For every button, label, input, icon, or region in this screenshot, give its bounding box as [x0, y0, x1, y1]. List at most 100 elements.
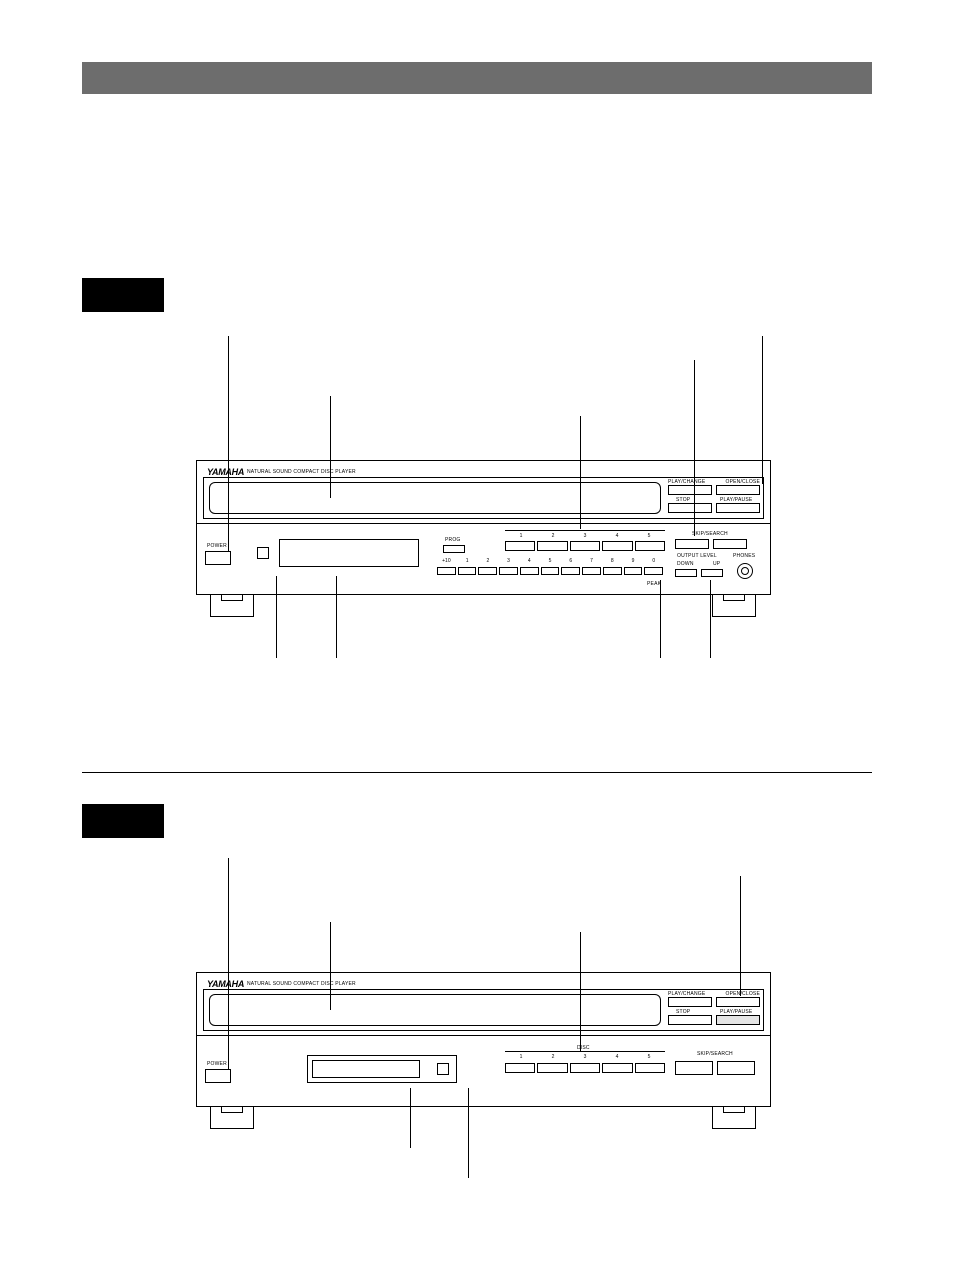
down-label: DOWN: [677, 561, 694, 567]
num-key-label: 2: [478, 558, 497, 564]
cd-player-b: YAMAHA NATURAL SOUND COMPACT DISC PLAYER…: [196, 972, 771, 1107]
playpause-button[interactable]: [716, 1015, 760, 1025]
num-key-label: +10: [437, 558, 456, 564]
disc-button-4[interactable]: [602, 1063, 632, 1073]
brand-logo: YAMAHA: [207, 979, 244, 989]
disc-button-4[interactable]: [602, 541, 632, 551]
disc-button-2[interactable]: [537, 1063, 567, 1073]
remote-sensor: [437, 1063, 449, 1075]
up-label: UP: [713, 561, 720, 567]
callout-line: [330, 922, 331, 1010]
power-label: POWER: [207, 543, 227, 549]
skip-prev-button[interactable]: [675, 539, 709, 549]
num-key-label: 4: [520, 558, 539, 564]
display-panel: [279, 539, 419, 567]
disc-button-1[interactable]: [505, 1063, 535, 1073]
num-key-label: 9: [624, 558, 643, 564]
disc-selector-b: 12345: [505, 1051, 665, 1085]
callout-line: [468, 1088, 469, 1178]
callout-line: [762, 336, 763, 484]
level-down-button[interactable]: [675, 569, 697, 577]
disc-number: 4: [601, 533, 633, 541]
skipsearch-label-b: SKIP/SEARCH: [697, 1051, 733, 1057]
callout-line: [330, 396, 331, 498]
disc-number: 1: [505, 1054, 537, 1062]
disc-tray: [209, 994, 661, 1026]
callout-line: [410, 1088, 411, 1148]
disc-button-3[interactable]: [570, 541, 600, 551]
playchange-button[interactable]: [668, 997, 712, 1007]
playchange-button[interactable]: [668, 485, 712, 495]
num-key-6[interactable]: 6: [561, 565, 580, 581]
power-button[interactable]: [205, 1069, 231, 1083]
brand-logo: YAMAHA: [207, 467, 244, 477]
num-key-1[interactable]: 1: [458, 565, 477, 581]
panel-divider: [197, 1035, 770, 1036]
num-key-0[interactable]: 0: [644, 565, 663, 581]
outputlevel-label: OUTPUT LEVEL: [677, 553, 717, 559]
prog-label: PROG: [445, 537, 461, 543]
openclose-button[interactable]: [716, 997, 760, 1007]
foot-left: [210, 595, 254, 617]
disc-number: 2: [537, 533, 569, 541]
phones-label: PHONES: [733, 553, 755, 559]
foot-right: [712, 1107, 756, 1129]
disc-button-5[interactable]: [635, 541, 665, 551]
callout-line: [740, 876, 741, 996]
disc-number: 3: [569, 1054, 601, 1062]
skip-prev-button[interactable]: [675, 1061, 713, 1075]
callout-line: [228, 858, 229, 1070]
power-label: POWER: [207, 1061, 227, 1067]
skip-next-button[interactable]: [713, 539, 747, 549]
stop-button[interactable]: [668, 1015, 712, 1025]
phones-jack[interactable]: [737, 563, 753, 579]
callout-line: [710, 580, 711, 658]
disc-number: 5: [633, 1054, 665, 1062]
num-key-2[interactable]: 2: [478, 565, 497, 581]
panel-divider: [197, 523, 770, 524]
num-key-+10[interactable]: +10: [437, 565, 456, 581]
display-panel: [307, 1055, 457, 1083]
num-key-3[interactable]: 3: [499, 565, 518, 581]
device-subtitle: NATURAL SOUND COMPACT DISC PLAYER: [247, 981, 356, 987]
level-up-button[interactable]: [701, 569, 723, 577]
disc-number: 3: [569, 533, 601, 541]
stop-button[interactable]: [668, 503, 712, 513]
num-key-label: 7: [582, 558, 601, 564]
num-key-7[interactable]: 7: [582, 565, 601, 581]
callout-line: [580, 932, 581, 1052]
num-key-5[interactable]: 5: [541, 565, 560, 581]
disc-number: 2: [537, 1054, 569, 1062]
num-key-label: 8: [603, 558, 622, 564]
page: YAMAHA NATURAL SOUND COMPACT DISC PLAYER…: [0, 0, 954, 1272]
callout-line: [694, 360, 695, 536]
num-key-8[interactable]: 8: [603, 565, 622, 581]
num-key-label: 1: [458, 558, 477, 564]
callout-line: [276, 576, 277, 658]
disc-button-3[interactable]: [570, 1063, 600, 1073]
skip-next-button[interactable]: [717, 1061, 755, 1075]
num-key-4[interactable]: 4: [520, 565, 539, 581]
section-divider: [82, 772, 872, 773]
num-key-label: 0: [644, 558, 663, 564]
prog-button[interactable]: [443, 545, 465, 553]
manual-header-bar: [82, 62, 872, 94]
power-button[interactable]: [205, 551, 231, 565]
disc-button-5[interactable]: [635, 1063, 665, 1073]
playpause-button[interactable]: [716, 503, 760, 513]
num-key-9[interactable]: 9: [624, 565, 643, 581]
disc-number: 5: [633, 533, 665, 541]
transport-cluster: PLAY/CHANGE OPEN/CLOSE STOP PLAY/PAUSE: [668, 479, 760, 517]
openclose-button[interactable]: [716, 485, 760, 495]
foot-left: [210, 1107, 254, 1129]
disc-number: 4: [601, 1054, 633, 1062]
foot-right: [712, 595, 756, 617]
disc-number: 1: [505, 533, 537, 541]
numeric-buttons: +101234567890: [437, 565, 663, 581]
disc-button-2[interactable]: [537, 541, 567, 551]
num-key-label: 5: [541, 558, 560, 564]
remote-sensor: [257, 547, 269, 559]
disc-button-1[interactable]: [505, 541, 535, 551]
callout-line: [660, 580, 661, 658]
callout-line: [336, 576, 337, 658]
